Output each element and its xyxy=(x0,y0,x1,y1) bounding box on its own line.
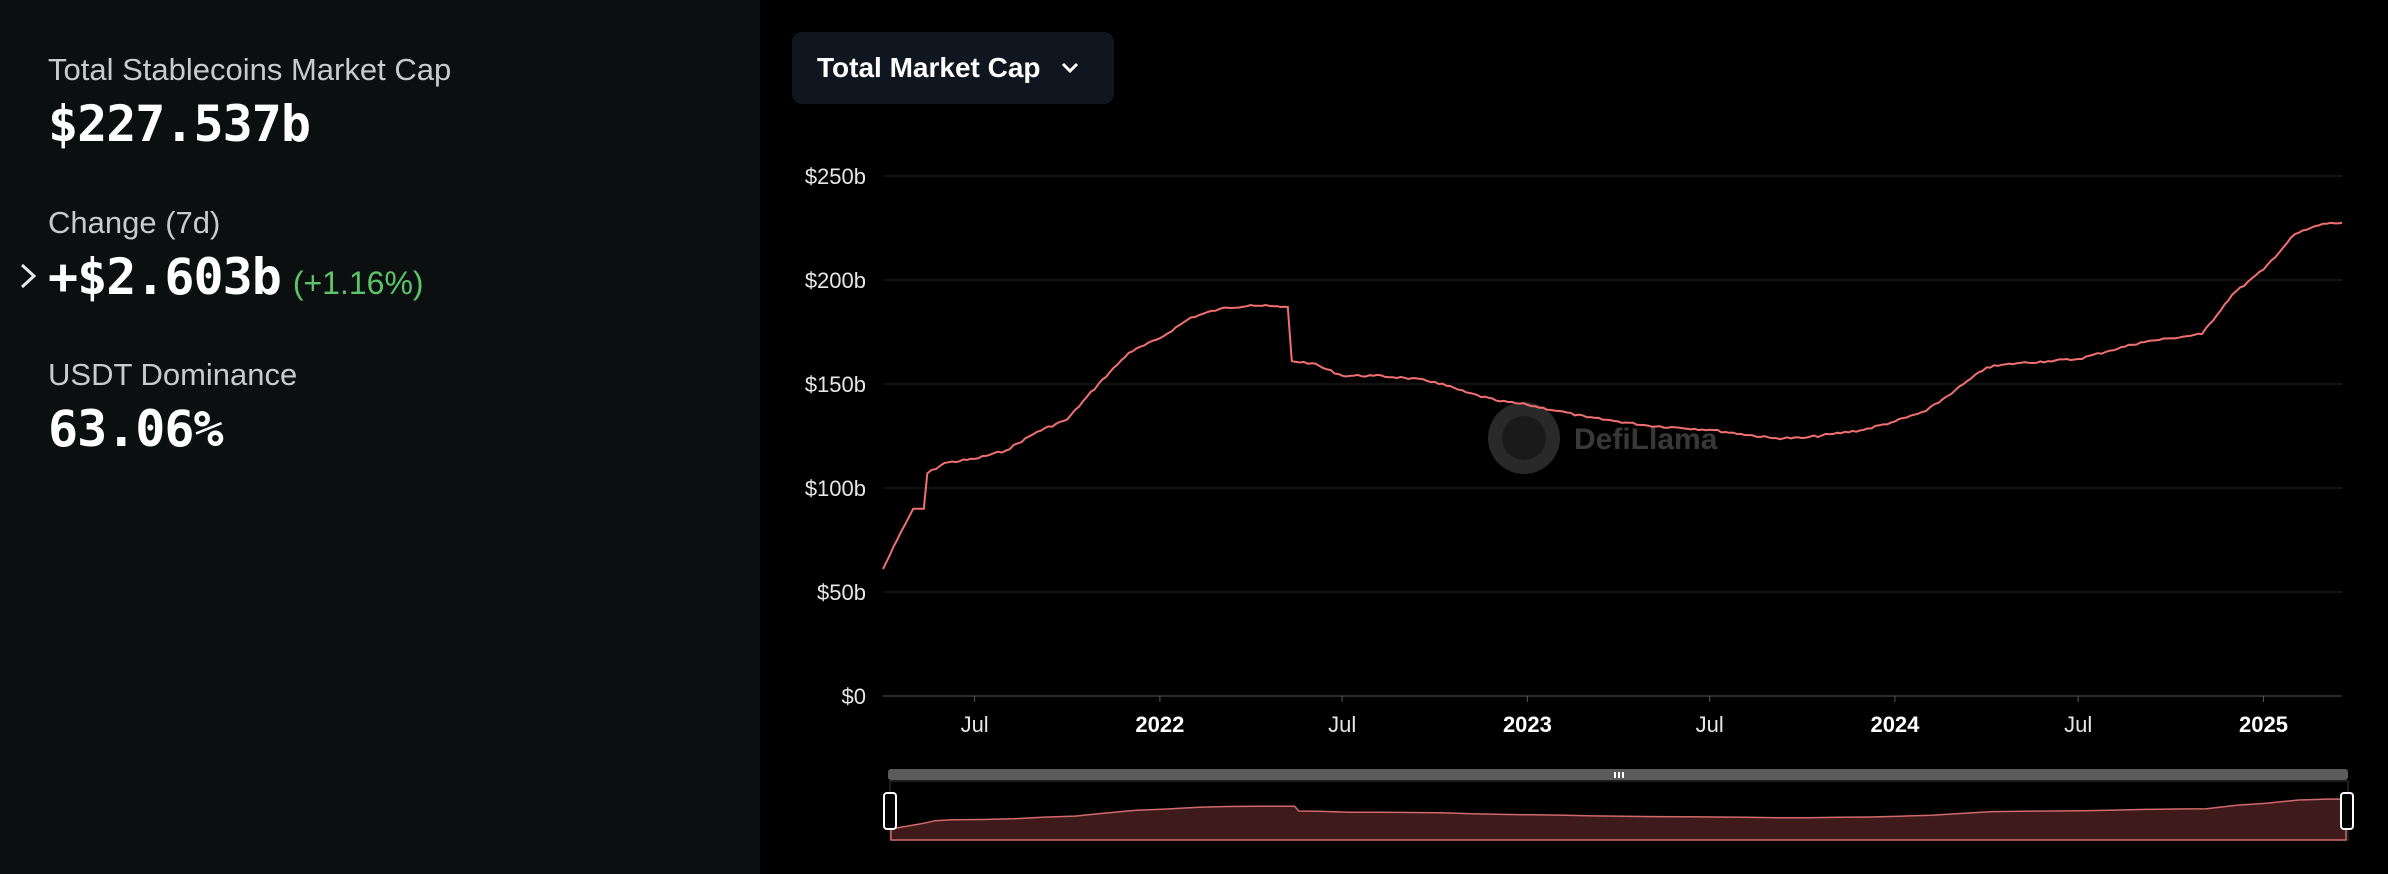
market-cap-value: $227.537b xyxy=(48,95,311,153)
x-tick-label: 2022 xyxy=(1135,712,1184,737)
x-tick-label: 2023 xyxy=(1503,712,1552,737)
change-percent: (+1.16%) xyxy=(292,265,424,301)
mini-area xyxy=(890,798,2347,841)
x-axis: Jul 2022 Jul 2023 Jul 2024 Jul 2025 xyxy=(961,696,2288,737)
metric-dropdown[interactable]: Total Market Cap xyxy=(792,32,1114,104)
change-row: +$2.603b (+1.16%) xyxy=(48,248,424,306)
change-value: +$2.603b xyxy=(48,248,282,306)
x-tick-label: Jul xyxy=(2064,712,2092,737)
y-axis: $250b $200b $150b $100b $50b $0 xyxy=(805,164,866,709)
brush-handle-right[interactable] xyxy=(2340,792,2354,830)
grid xyxy=(883,175,2342,697)
market-cap-label: Total Stablecoins Market Cap xyxy=(48,52,452,87)
y-tick-label: $250b xyxy=(805,164,866,189)
chart-panel xyxy=(760,0,2388,874)
x-tick-label: Jul xyxy=(961,712,989,737)
x-tick-label: 2024 xyxy=(1870,712,1920,737)
x-tick-label: 2025 xyxy=(2239,712,2288,737)
metric-dropdown-label: Total Market Cap xyxy=(817,52,1041,83)
series-line xyxy=(882,221,2343,570)
chevron-down-icon xyxy=(1061,62,1078,74)
stats-panel: Total Stablecoins Market Cap $227.537b C… xyxy=(0,0,760,874)
brush-grip-icon[interactable] xyxy=(1614,772,1624,778)
dominance-label: USDT Dominance xyxy=(48,357,298,392)
watermark-text: DefiLlama xyxy=(1574,423,1718,456)
y-tick-label: $100b xyxy=(805,476,866,501)
brush-handle-left[interactable] xyxy=(883,792,897,830)
x-tick-label: Jul xyxy=(1696,712,1724,737)
dominance-value: 63.06% xyxy=(48,400,224,458)
y-tick-label: $50b xyxy=(817,580,866,605)
x-tick-label: Jul xyxy=(1328,712,1356,737)
defillama-watermark: DefiLlama xyxy=(1488,402,1718,474)
y-tick-label: $0 xyxy=(842,684,866,709)
change-label: Change (7d) xyxy=(48,205,221,240)
y-tick-label: $200b xyxy=(805,268,866,293)
y-tick-label: $150b xyxy=(805,372,866,397)
chevron-right-icon[interactable] xyxy=(16,258,42,294)
range-brush[interactable] xyxy=(883,769,2354,841)
